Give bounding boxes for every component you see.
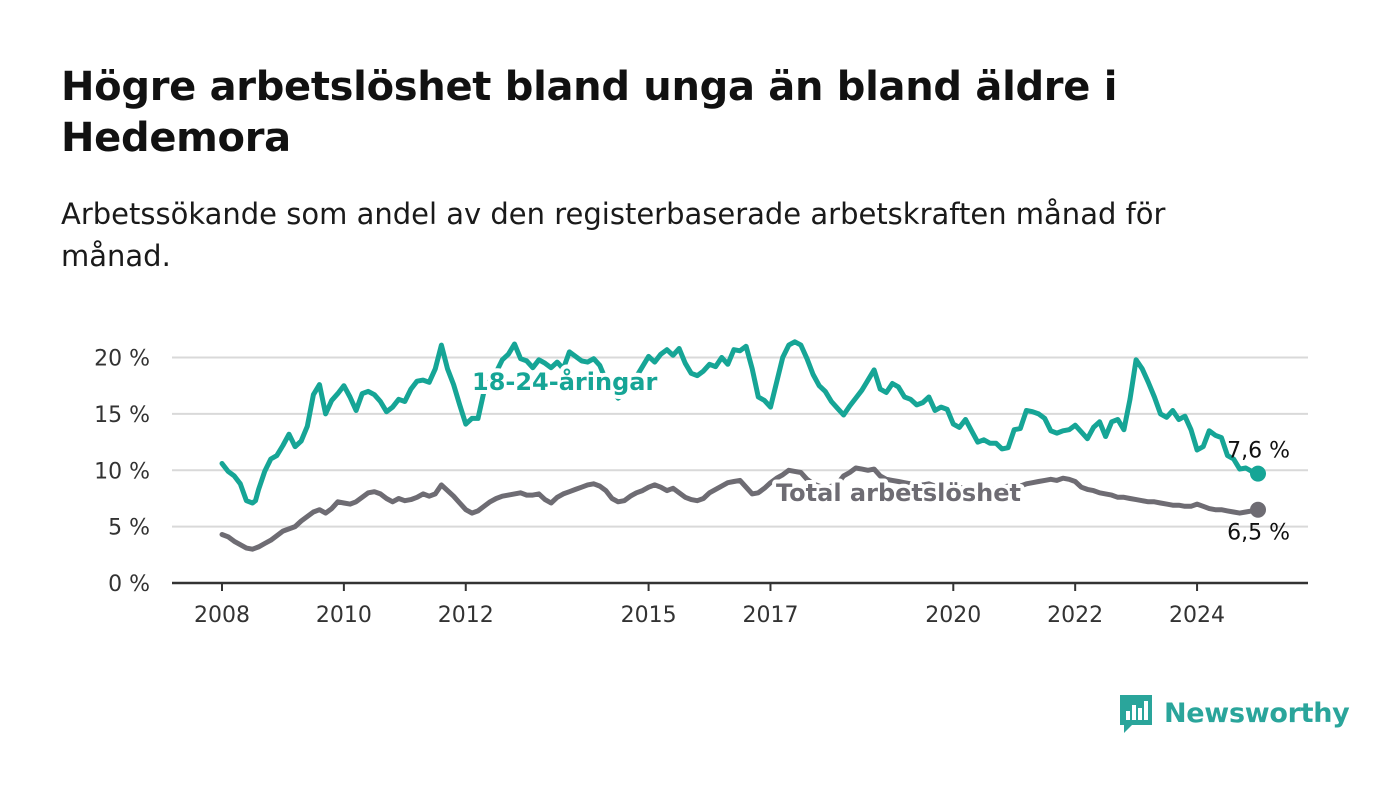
- series-labels: 7,6 % 6,5 % 18-24-åringar Total arbetslöshe…: [468, 363, 1290, 546]
- newsworthy-logo: Newsworthy: [1118, 690, 1350, 736]
- series-end-label: 7,6 %: [1227, 439, 1290, 464]
- series-label: Total arbetslöshet: [776, 479, 1021, 507]
- y-tick-label: 5 %: [108, 516, 150, 541]
- bar-chart-speech-bubble-icon: [1120, 695, 1152, 733]
- y-tick-label: 10 %: [94, 459, 150, 484]
- series-end-label: 6,5 %: [1227, 521, 1290, 546]
- x-tick-label: 2022: [1047, 603, 1103, 628]
- chart-subtitle: Arbetssökande som andel av den registerb…: [61, 197, 1166, 273]
- x-tick-label: 2017: [742, 603, 798, 628]
- gridlines: [172, 356, 1308, 528]
- series-label: 18-24-åringar: [472, 367, 657, 396]
- x-tick-label: 2012: [438, 603, 494, 628]
- y-axis-tick-labels: 0 % 5 % 10 % 15 % 20 %: [94, 347, 150, 597]
- x-tick-label: 2015: [621, 603, 677, 628]
- series-lines: [219, 339, 1266, 552]
- brand-name: Newsworthy: [1164, 697, 1350, 729]
- x-tick-label: 2024: [1169, 603, 1225, 628]
- series-line: [219, 465, 1261, 552]
- chart-title: Högre arbetslöshet bland unga än bland ä…: [61, 64, 1118, 161]
- y-tick-label: 0 %: [108, 572, 150, 597]
- y-tick-label: 15 %: [94, 403, 150, 428]
- series-end-point: [1250, 465, 1266, 482]
- x-tick-label: 2008: [194, 603, 250, 628]
- x-tick-label: 2010: [316, 603, 372, 628]
- x-tick-label: 2020: [925, 603, 981, 628]
- x-axis: 2008 2010 2012 2015 2017 2020 2022 2024: [172, 581, 1308, 628]
- series-line: [219, 339, 1261, 506]
- y-tick-label: 20 %: [94, 347, 150, 372]
- series-end-point: [1250, 501, 1266, 518]
